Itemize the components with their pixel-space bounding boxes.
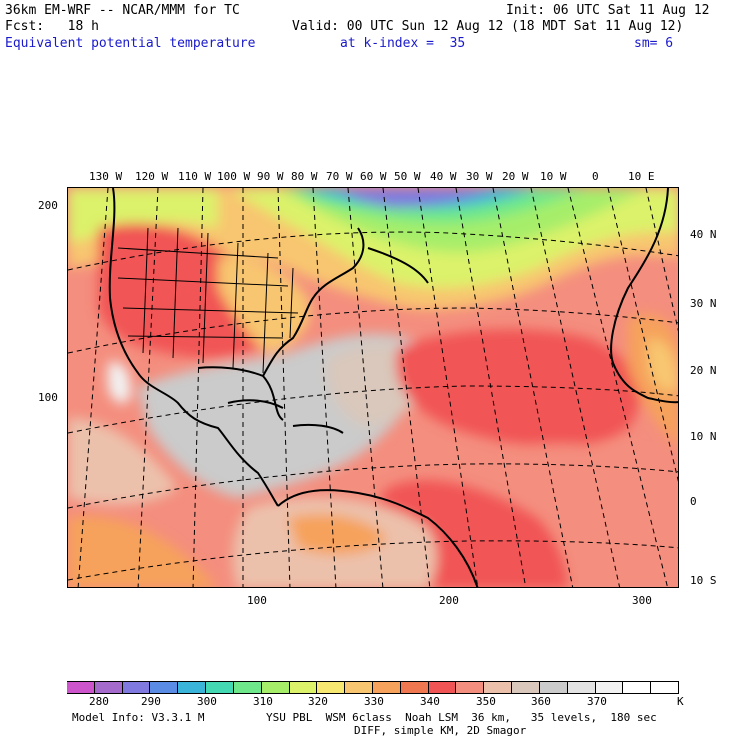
grid-x-label: 300 <box>632 594 652 607</box>
forecast-hour: Fcst: 18 h <box>5 19 99 34</box>
model-info: Model Info: V3.3.1 M <box>72 711 205 724</box>
colorbar-label: 370 <box>587 695 607 708</box>
valid-time: Valid: 00 UTC Sun 12 Aug 12 (18 MDT Sat … <box>292 19 684 34</box>
colorbar-segment <box>567 682 596 693</box>
map-canvas <box>68 188 678 587</box>
lon-label: 60 W <box>360 170 387 183</box>
lon-label: 80 W <box>291 170 318 183</box>
colorbar-unit: K <box>677 695 684 708</box>
coastlines <box>108 188 678 587</box>
colorbar-segment <box>428 682 457 693</box>
colorbar-segment <box>400 682 429 693</box>
colorbar-label: 290 <box>141 695 161 708</box>
lat-label: 30 N <box>690 297 717 310</box>
lon-label: 10 W <box>540 170 567 183</box>
lon-label: 0 <box>592 170 599 183</box>
colorbar-label: 330 <box>364 695 384 708</box>
colorbar-segment <box>317 682 346 693</box>
colorbar-segment <box>539 682 568 693</box>
colorbar-segment <box>94 682 123 693</box>
colorbar-segment <box>595 682 624 693</box>
colorbar-segment <box>512 682 540 693</box>
lon-label: 30 W <box>466 170 493 183</box>
colorbar-segment <box>67 682 95 693</box>
colorbar-segment <box>345 682 373 693</box>
colorbar <box>67 681 679 694</box>
model-title: 36km EM-WRF -- NCAR/MMM for TC <box>5 3 240 18</box>
diffusion-info: DIFF, simple KM, 2D Smagor <box>354 724 527 737</box>
grid-y-label: 100 <box>38 391 58 404</box>
colorbar-segment <box>373 682 401 693</box>
lon-label: 90 W <box>257 170 284 183</box>
init-time: Init: 06 UTC Sat 11 Aug 12 <box>506 3 710 18</box>
colorbar-label: 320 <box>308 695 328 708</box>
lon-label: 10 E <box>628 170 655 183</box>
lat-label: 20 N <box>690 364 717 377</box>
colorbar-segment <box>484 682 513 693</box>
colorbar-segment <box>623 682 652 693</box>
graticule <box>68 188 678 587</box>
colorbar-label: 310 <box>253 695 273 708</box>
colorbar-label: 340 <box>420 695 440 708</box>
lat-label: 40 N <box>690 228 717 241</box>
state-borders <box>117 227 299 374</box>
lon-label: 40 W <box>430 170 457 183</box>
lat-label: 0 <box>690 495 697 508</box>
colorbar-label: 280 <box>89 695 109 708</box>
lat-label: 10 S <box>690 574 717 587</box>
colorbar-segment <box>178 682 207 693</box>
colorbar-segment <box>261 682 290 693</box>
colorbar-segment <box>651 682 679 693</box>
lon-label: 70 W <box>326 170 353 183</box>
grid-x-label: 100 <box>247 594 267 607</box>
theta-e-map <box>67 187 679 588</box>
lon-label: 130 W <box>89 170 123 183</box>
lon-label: 20 W <box>502 170 529 183</box>
physics-info: YSU PBL WSM 6class Noah LSM 36 km, 35 le… <box>266 711 657 724</box>
lon-label: 120 W <box>135 170 169 183</box>
colorbar-segment <box>289 682 318 693</box>
theta-e-field <box>68 188 678 587</box>
field-name: Equivalent potential temperature <box>5 36 256 51</box>
colorbar-segment <box>233 682 262 693</box>
lon-label: 100 W <box>217 170 251 183</box>
colorbar-label: 360 <box>531 695 551 708</box>
colorbar-segment <box>122 682 151 693</box>
k-index: at k-index = 35 <box>340 36 466 51</box>
grid-y-label: 200 <box>38 199 58 212</box>
colorbar-segment <box>456 682 485 693</box>
lat-label: 10 N <box>690 430 717 443</box>
colorbar-segment <box>206 682 234 693</box>
lon-label: 110 W <box>178 170 212 183</box>
colorbar-segment <box>150 682 179 693</box>
colorbar-label: 350 <box>476 695 496 708</box>
colorbar-label: 300 <box>197 695 217 708</box>
grid-x-label: 200 <box>439 594 459 607</box>
lon-label: 50 W <box>394 170 421 183</box>
smoothing: sm= 6 <box>634 36 674 51</box>
